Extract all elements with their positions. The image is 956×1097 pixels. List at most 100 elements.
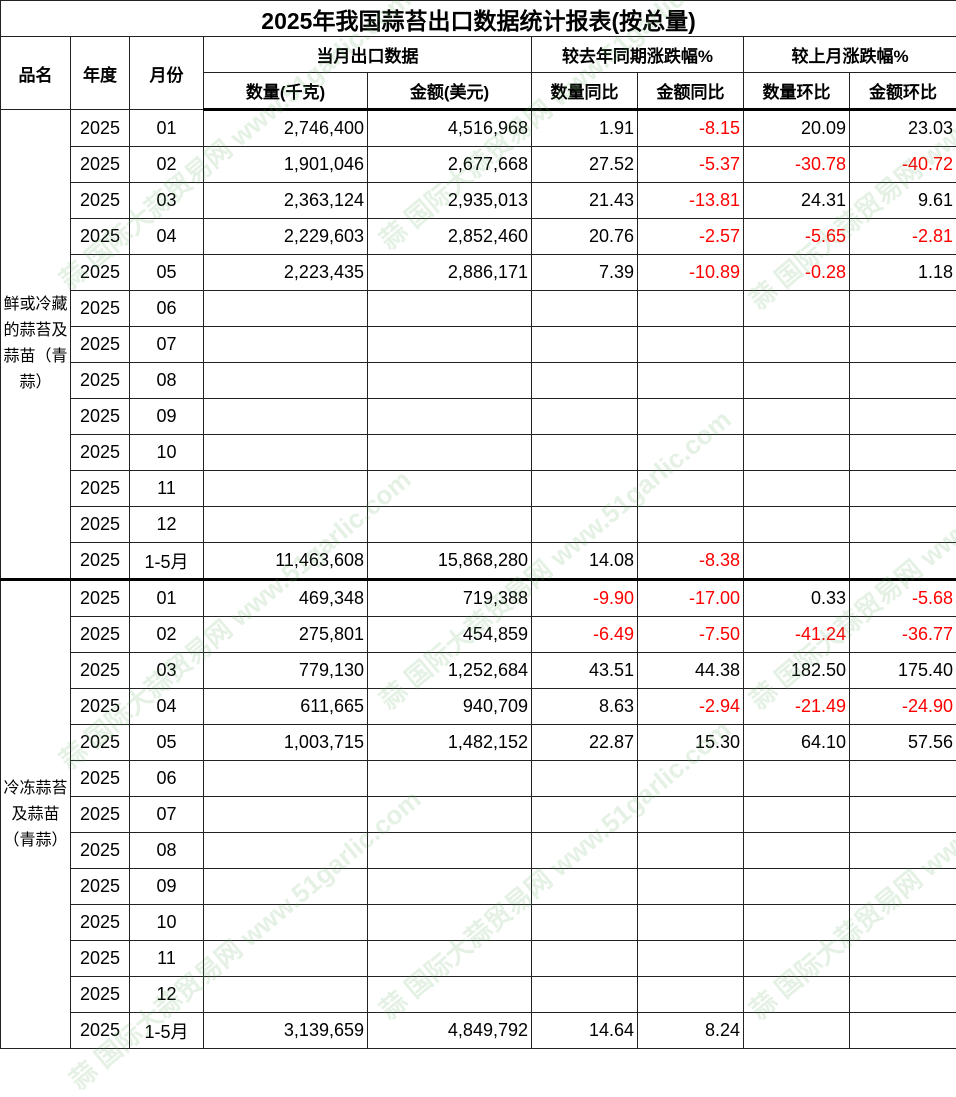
amount-yoy-cell: -8.15 — [638, 110, 744, 147]
qty-yoy-cell — [532, 761, 638, 797]
month-cell: 1-5月 — [130, 1013, 204, 1049]
amount-cell — [368, 869, 532, 905]
month-cell: 07 — [130, 327, 204, 363]
amount-mom-cell — [850, 543, 956, 580]
qty-cell — [204, 905, 368, 941]
amount-mom-cell — [850, 905, 956, 941]
qty-cell — [204, 471, 368, 507]
qty-yoy-cell — [532, 291, 638, 327]
qty-yoy-cell: 14.64 — [532, 1013, 638, 1049]
month-cell: 06 — [130, 761, 204, 797]
month-cell: 01 — [130, 110, 204, 147]
amount-yoy-cell: 8.24 — [638, 1013, 744, 1049]
amount-cell: 15,868,280 — [368, 543, 532, 580]
qty-cell — [204, 363, 368, 399]
qty-mom-cell: -30.78 — [744, 147, 850, 183]
header-product: 品名 — [1, 37, 71, 110]
amount-cell — [368, 941, 532, 977]
amount-yoy-cell — [638, 833, 744, 869]
month-cell: 05 — [130, 725, 204, 761]
year-cell: 2025 — [71, 327, 130, 363]
month-cell: 10 — [130, 435, 204, 471]
amount-cell — [368, 363, 532, 399]
amount-mom-cell — [850, 435, 956, 471]
amount-cell — [368, 399, 532, 435]
header-qty-yoy: 数量同比 — [532, 73, 638, 110]
qty-yoy-cell: 22.87 — [532, 725, 638, 761]
qty-cell — [204, 869, 368, 905]
amount-yoy-cell: -7.50 — [638, 617, 744, 653]
month-cell: 09 — [130, 399, 204, 435]
qty-yoy-cell — [532, 833, 638, 869]
amount-cell: 2,886,171 — [368, 255, 532, 291]
qty-yoy-cell: 1.91 — [532, 110, 638, 147]
month-cell: 01 — [130, 580, 204, 617]
header-amount: 金额(美元) — [368, 73, 532, 110]
amount-yoy-cell: -2.94 — [638, 689, 744, 725]
amount-yoy-cell — [638, 977, 744, 1013]
month-cell: 11 — [130, 941, 204, 977]
amount-cell — [368, 797, 532, 833]
amount-mom-cell — [850, 399, 956, 435]
qty-cell: 779,130 — [204, 653, 368, 689]
year-cell: 2025 — [71, 761, 130, 797]
header-amount-mom: 金额环比 — [850, 73, 956, 110]
amount-mom-cell — [850, 291, 956, 327]
amount-cell: 719,388 — [368, 580, 532, 617]
qty-mom-cell — [744, 399, 850, 435]
year-cell: 2025 — [71, 833, 130, 869]
amount-yoy-cell: -8.38 — [638, 543, 744, 580]
amount-yoy-cell: -10.89 — [638, 255, 744, 291]
qty-yoy-cell — [532, 399, 638, 435]
qty-cell — [204, 797, 368, 833]
qty-mom-cell — [744, 507, 850, 543]
amount-mom-cell: 23.03 — [850, 110, 956, 147]
year-cell: 2025 — [71, 110, 130, 147]
year-cell: 2025 — [71, 1013, 130, 1049]
qty-cell — [204, 941, 368, 977]
qty-yoy-cell — [532, 941, 638, 977]
qty-yoy-cell — [532, 869, 638, 905]
qty-cell: 2,363,124 — [204, 183, 368, 219]
qty-cell: 611,665 — [204, 689, 368, 725]
amount-mom-cell — [850, 977, 956, 1013]
amount-cell: 4,849,792 — [368, 1013, 532, 1049]
qty-cell: 275,801 — [204, 617, 368, 653]
qty-cell — [204, 291, 368, 327]
amount-yoy-cell: 15.30 — [638, 725, 744, 761]
month-cell: 03 — [130, 183, 204, 219]
qty-cell: 11,463,608 — [204, 543, 368, 580]
qty-mom-cell: -41.24 — [744, 617, 850, 653]
amount-yoy-cell: -13.81 — [638, 183, 744, 219]
qty-yoy-cell: 8.63 — [532, 689, 638, 725]
month-cell: 10 — [130, 905, 204, 941]
header-yoy-group: 较去年同期涨跌幅% — [532, 37, 744, 73]
year-cell: 2025 — [71, 797, 130, 833]
amount-mom-cell — [850, 941, 956, 977]
qty-mom-cell: -21.49 — [744, 689, 850, 725]
amount-mom-cell: 175.40 — [850, 653, 956, 689]
amount-yoy-cell — [638, 327, 744, 363]
month-cell: 08 — [130, 363, 204, 399]
qty-yoy-cell — [532, 435, 638, 471]
header-month: 月份 — [130, 37, 204, 110]
amount-mom-cell — [850, 1013, 956, 1049]
year-cell: 2025 — [71, 869, 130, 905]
amount-yoy-cell — [638, 507, 744, 543]
qty-cell — [204, 435, 368, 471]
amount-cell — [368, 291, 532, 327]
amount-cell — [368, 761, 532, 797]
amount-mom-cell: -40.72 — [850, 147, 956, 183]
amount-yoy-cell: -2.57 — [638, 219, 744, 255]
month-cell: 05 — [130, 255, 204, 291]
